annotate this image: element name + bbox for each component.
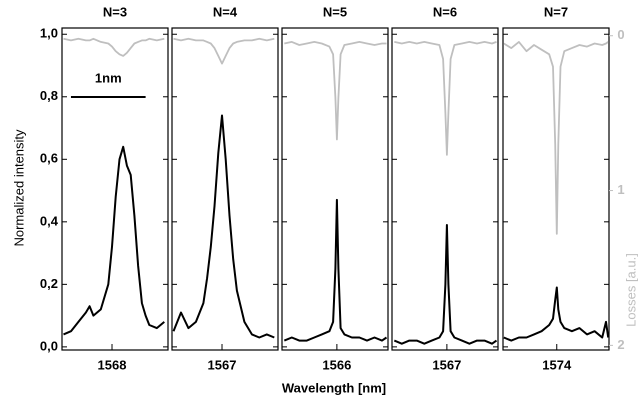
- losses-line: [173, 37, 275, 65]
- y-axis-label: Normalized intensity: [11, 129, 26, 247]
- panel-frame: [281, 27, 389, 351]
- y-tick-label: 0,4: [40, 213, 59, 228]
- y-tick-label: 1,0: [40, 26, 58, 41]
- losses-line: [394, 41, 497, 156]
- y2-tick-label: 1: [617, 182, 624, 197]
- intensity-line: [172, 114, 275, 339]
- y-tick-label: 0,6: [40, 151, 58, 166]
- losses-line: [284, 41, 387, 141]
- panel-title: N=7: [544, 4, 568, 19]
- x-axis-label: Wavelength [nm]: [282, 380, 386, 395]
- losses-line: [503, 41, 609, 235]
- x-tick-label: 1567: [432, 357, 461, 372]
- panel-frame: [61, 27, 169, 351]
- panel-title: N=3: [103, 4, 127, 19]
- panel-title: N=4: [213, 4, 238, 19]
- x-tick-label: 1568: [98, 357, 127, 372]
- y2-axis-label: Losses [a.u.]: [623, 253, 638, 327]
- panel-frame: [391, 27, 499, 351]
- x-tick-label: 1574: [542, 357, 572, 372]
- y-tick-label: 0,0: [40, 338, 58, 353]
- intensity-line: [503, 286, 610, 342]
- x-tick-label: 1566: [322, 357, 351, 372]
- panel-title: N=6: [433, 4, 457, 19]
- panel-frame: [171, 27, 279, 351]
- x-tick-label: 1567: [208, 357, 237, 372]
- scale-bar-label: 1nm: [95, 70, 122, 85]
- y2-tick-label: 2: [617, 337, 624, 352]
- y2-tick-label: 0: [617, 27, 624, 42]
- intensity-line: [63, 145, 165, 336]
- y-tick-label: 0,2: [40, 276, 58, 291]
- losses-line: [63, 37, 165, 57]
- intensity-line: [393, 224, 498, 345]
- panel-title: N=5: [323, 4, 347, 19]
- panel-frame: [502, 27, 610, 351]
- y-tick-label: 0,8: [40, 88, 58, 103]
- intensity-line: [283, 198, 388, 342]
